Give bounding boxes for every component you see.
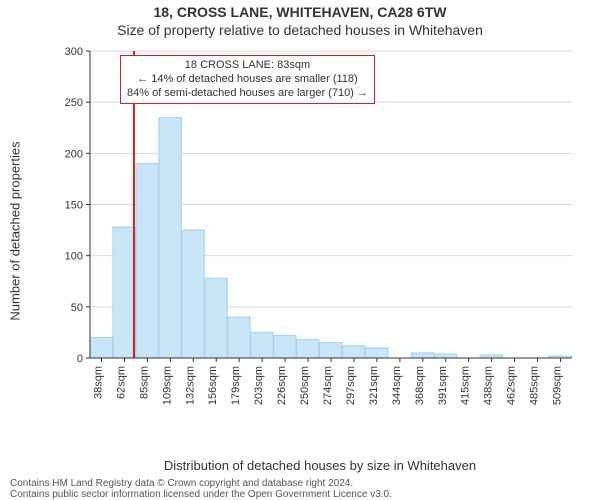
annotation-line3: 84% of semi-detached houses are larger (… [127, 87, 368, 101]
svg-text:250sqm: 250sqm [299, 366, 311, 405]
annotation-box: 18 CROSS LANE: 83sqm ← 14% of detached h… [120, 55, 375, 104]
annotation-line1: 18 CROSS LANE: 83sqm [127, 59, 368, 73]
svg-text:368sqm: 368sqm [414, 366, 426, 405]
svg-text:321sqm: 321sqm [368, 366, 380, 405]
svg-text:0: 0 [77, 353, 83, 365]
svg-text:462sqm: 462sqm [506, 366, 518, 405]
plot-area: 0 50 100 150 200 250 300 38sqm 62sqm 85sqm 109sqm 1… [60, 46, 580, 416]
svg-text:156sqm: 156sqm [207, 366, 219, 405]
y-axis-label-container: Number of detached properties [6, 46, 24, 416]
svg-text:226sqm: 226sqm [276, 366, 288, 405]
svg-text:274sqm: 274sqm [322, 366, 334, 405]
svg-text:250: 250 [65, 97, 83, 109]
svg-text:179sqm: 179sqm [230, 366, 242, 405]
figure-subtitle: Size of property relative to detached ho… [0, 22, 600, 38]
svg-text:485sqm: 485sqm [529, 366, 541, 405]
svg-text:509sqm: 509sqm [552, 366, 564, 405]
svg-text:132sqm: 132sqm [184, 366, 196, 405]
svg-text:38sqm: 38sqm [92, 366, 104, 399]
svg-text:300: 300 [65, 46, 83, 58]
y-axis-label: Number of detached properties [8, 141, 23, 320]
svg-text:203sqm: 203sqm [253, 366, 265, 405]
x-axis-label: Distribution of detached houses by size … [60, 458, 580, 473]
chart-figure: 18, CROSS LANE, WHITEHAVEN, CA28 6TW Siz… [0, 0, 600, 500]
svg-text:200: 200 [65, 148, 83, 160]
figure-title-address: 18, CROSS LANE, WHITEHAVEN, CA28 6TW [0, 4, 600, 20]
svg-text:109sqm: 109sqm [161, 366, 173, 405]
svg-text:438sqm: 438sqm [483, 366, 495, 405]
svg-text:415sqm: 415sqm [460, 366, 472, 405]
svg-text:100: 100 [65, 251, 83, 263]
svg-text:85sqm: 85sqm [138, 366, 150, 399]
svg-text:391sqm: 391sqm [437, 366, 449, 405]
svg-text:297sqm: 297sqm [345, 366, 357, 405]
svg-text:50: 50 [71, 302, 83, 314]
svg-text:344sqm: 344sqm [391, 366, 403, 405]
annotation-line2: ← 14% of detached houses are smaller (11… [127, 73, 368, 87]
svg-text:62sqm: 62sqm [115, 366, 127, 399]
svg-text:150: 150 [65, 200, 83, 212]
attribution-text: Contains HM Land Registry data © Crown c… [10, 478, 392, 500]
